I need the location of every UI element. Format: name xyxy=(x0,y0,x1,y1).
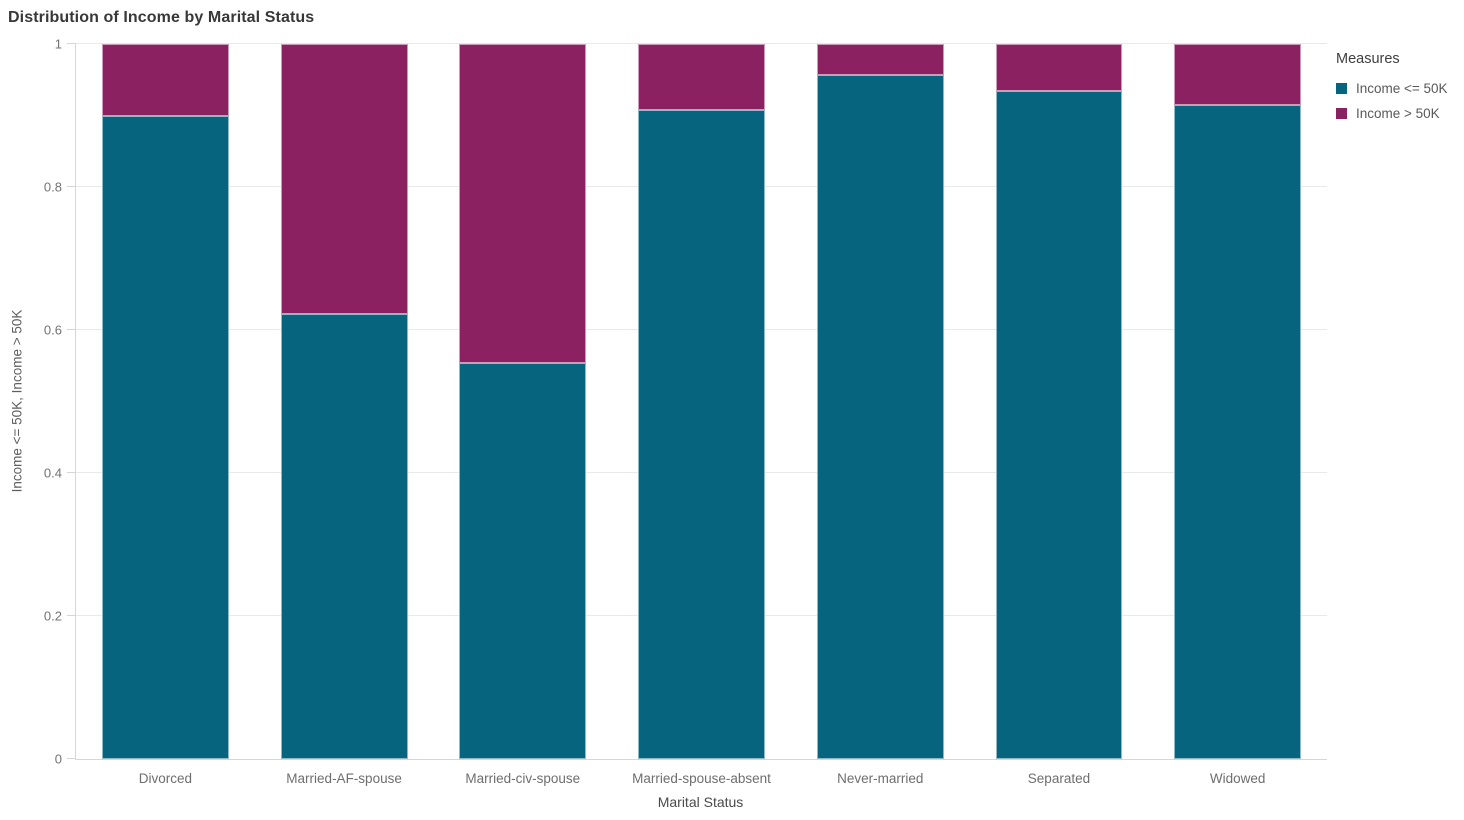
bar-segment-income-50k[interactable] xyxy=(816,44,944,76)
legend-item-income-50k[interactable]: Income > 50K xyxy=(1336,105,1448,121)
bar-married-af-spouse xyxy=(280,44,408,759)
bar-segment-income-50k[interactable] xyxy=(1174,104,1302,759)
legend-item-income-50k[interactable]: Income <= 50K xyxy=(1336,82,1448,96)
x-category-label: Married-spouse-absent xyxy=(632,771,771,786)
bar-band-never-married: Never-married xyxy=(791,44,970,786)
chart-title: Distribution of Income by Marital Status xyxy=(8,9,315,26)
bar-segment-income-50k[interactable] xyxy=(638,44,765,110)
bar-band-married-civ-spouse: Married-civ-spouse xyxy=(433,44,612,786)
bar-bands: Divorced Married-AF-spouse Married-civ-spo… xyxy=(76,44,1327,786)
bar-segment-income-50k[interactable] xyxy=(816,75,944,759)
legend-swatch-icon xyxy=(1336,83,1347,95)
bar-segment-income-50k[interactable] xyxy=(280,44,408,315)
bar-segment-income-50k[interactable] xyxy=(638,109,765,759)
y-tick-mark xyxy=(67,472,76,473)
y-axis-title: Income <= 50K, Income > 50K xyxy=(9,309,25,493)
y-tick-mark xyxy=(67,758,76,759)
bar-never-married xyxy=(816,44,944,759)
legend-item-label: Income > 50K xyxy=(1356,105,1440,121)
plot-area: 0 0.2 0.4 0.6 0.8 1 Divorced Married-AF-spouse… xyxy=(44,38,1327,786)
y-tick-mark xyxy=(67,186,76,187)
x-category-label: Divorced xyxy=(138,771,192,786)
bar-segment-income-50k[interactable] xyxy=(280,314,408,759)
y-tick-mark xyxy=(67,615,76,616)
bar-band-separated: Separated xyxy=(970,44,1149,786)
legend: Measures Income <= 50K Income > 50K xyxy=(1336,51,1448,131)
y-tick-label: 1 xyxy=(54,36,62,52)
bar-widowed xyxy=(1174,44,1302,759)
y-tick-mark xyxy=(67,43,76,44)
y-tick-label: 0.6 xyxy=(43,322,62,338)
bar-married-spouse-absent xyxy=(638,44,765,759)
y-tick-label: 0.2 xyxy=(43,608,62,624)
x-category-label: Widowed xyxy=(1209,771,1266,786)
bar-segment-income-50k[interactable] xyxy=(459,44,587,363)
bar-married-civ-spouse xyxy=(459,44,587,759)
bar-segment-income-50k[interactable] xyxy=(995,44,1123,92)
bar-band-widowed: Widowed xyxy=(1148,44,1327,786)
bar-band-married-af-spouse: Married-AF-spouse xyxy=(255,44,434,786)
bar-separated xyxy=(995,44,1123,759)
bar-segment-income-50k[interactable] xyxy=(459,362,587,759)
y-tick-label: 0.8 xyxy=(43,179,62,195)
legend-item-label: Income <= 50K xyxy=(1356,81,1448,96)
y-tick-label: 0 xyxy=(54,751,62,767)
y-tick-mark xyxy=(67,329,76,330)
x-category-label: Separated xyxy=(1027,771,1091,786)
bar-segment-income-50k[interactable] xyxy=(101,115,229,759)
x-category-label: Married-civ-spouse xyxy=(465,771,581,786)
x-category-label: Never-married xyxy=(837,771,924,786)
bar-band-divorced: Divorced xyxy=(76,44,255,786)
legend-swatch-icon xyxy=(1336,107,1347,119)
y-tick-label: 0.4 xyxy=(43,465,62,481)
legend-items: Income <= 50K Income > 50K xyxy=(1336,82,1448,120)
bar-divorced xyxy=(101,44,229,759)
x-axis-title: Marital Status xyxy=(657,794,744,810)
bar-segment-income-50k[interactable] xyxy=(995,91,1123,759)
bar-segment-income-50k[interactable] xyxy=(101,44,229,116)
bar-band-married-spouse-absent: Married-spouse-absent xyxy=(612,44,791,786)
x-category-label: Married-AF-spouse xyxy=(286,771,402,786)
gridline xyxy=(76,43,1327,44)
legend-title: Measures xyxy=(1336,51,1400,67)
bar-segment-income-50k[interactable] xyxy=(1174,44,1302,105)
